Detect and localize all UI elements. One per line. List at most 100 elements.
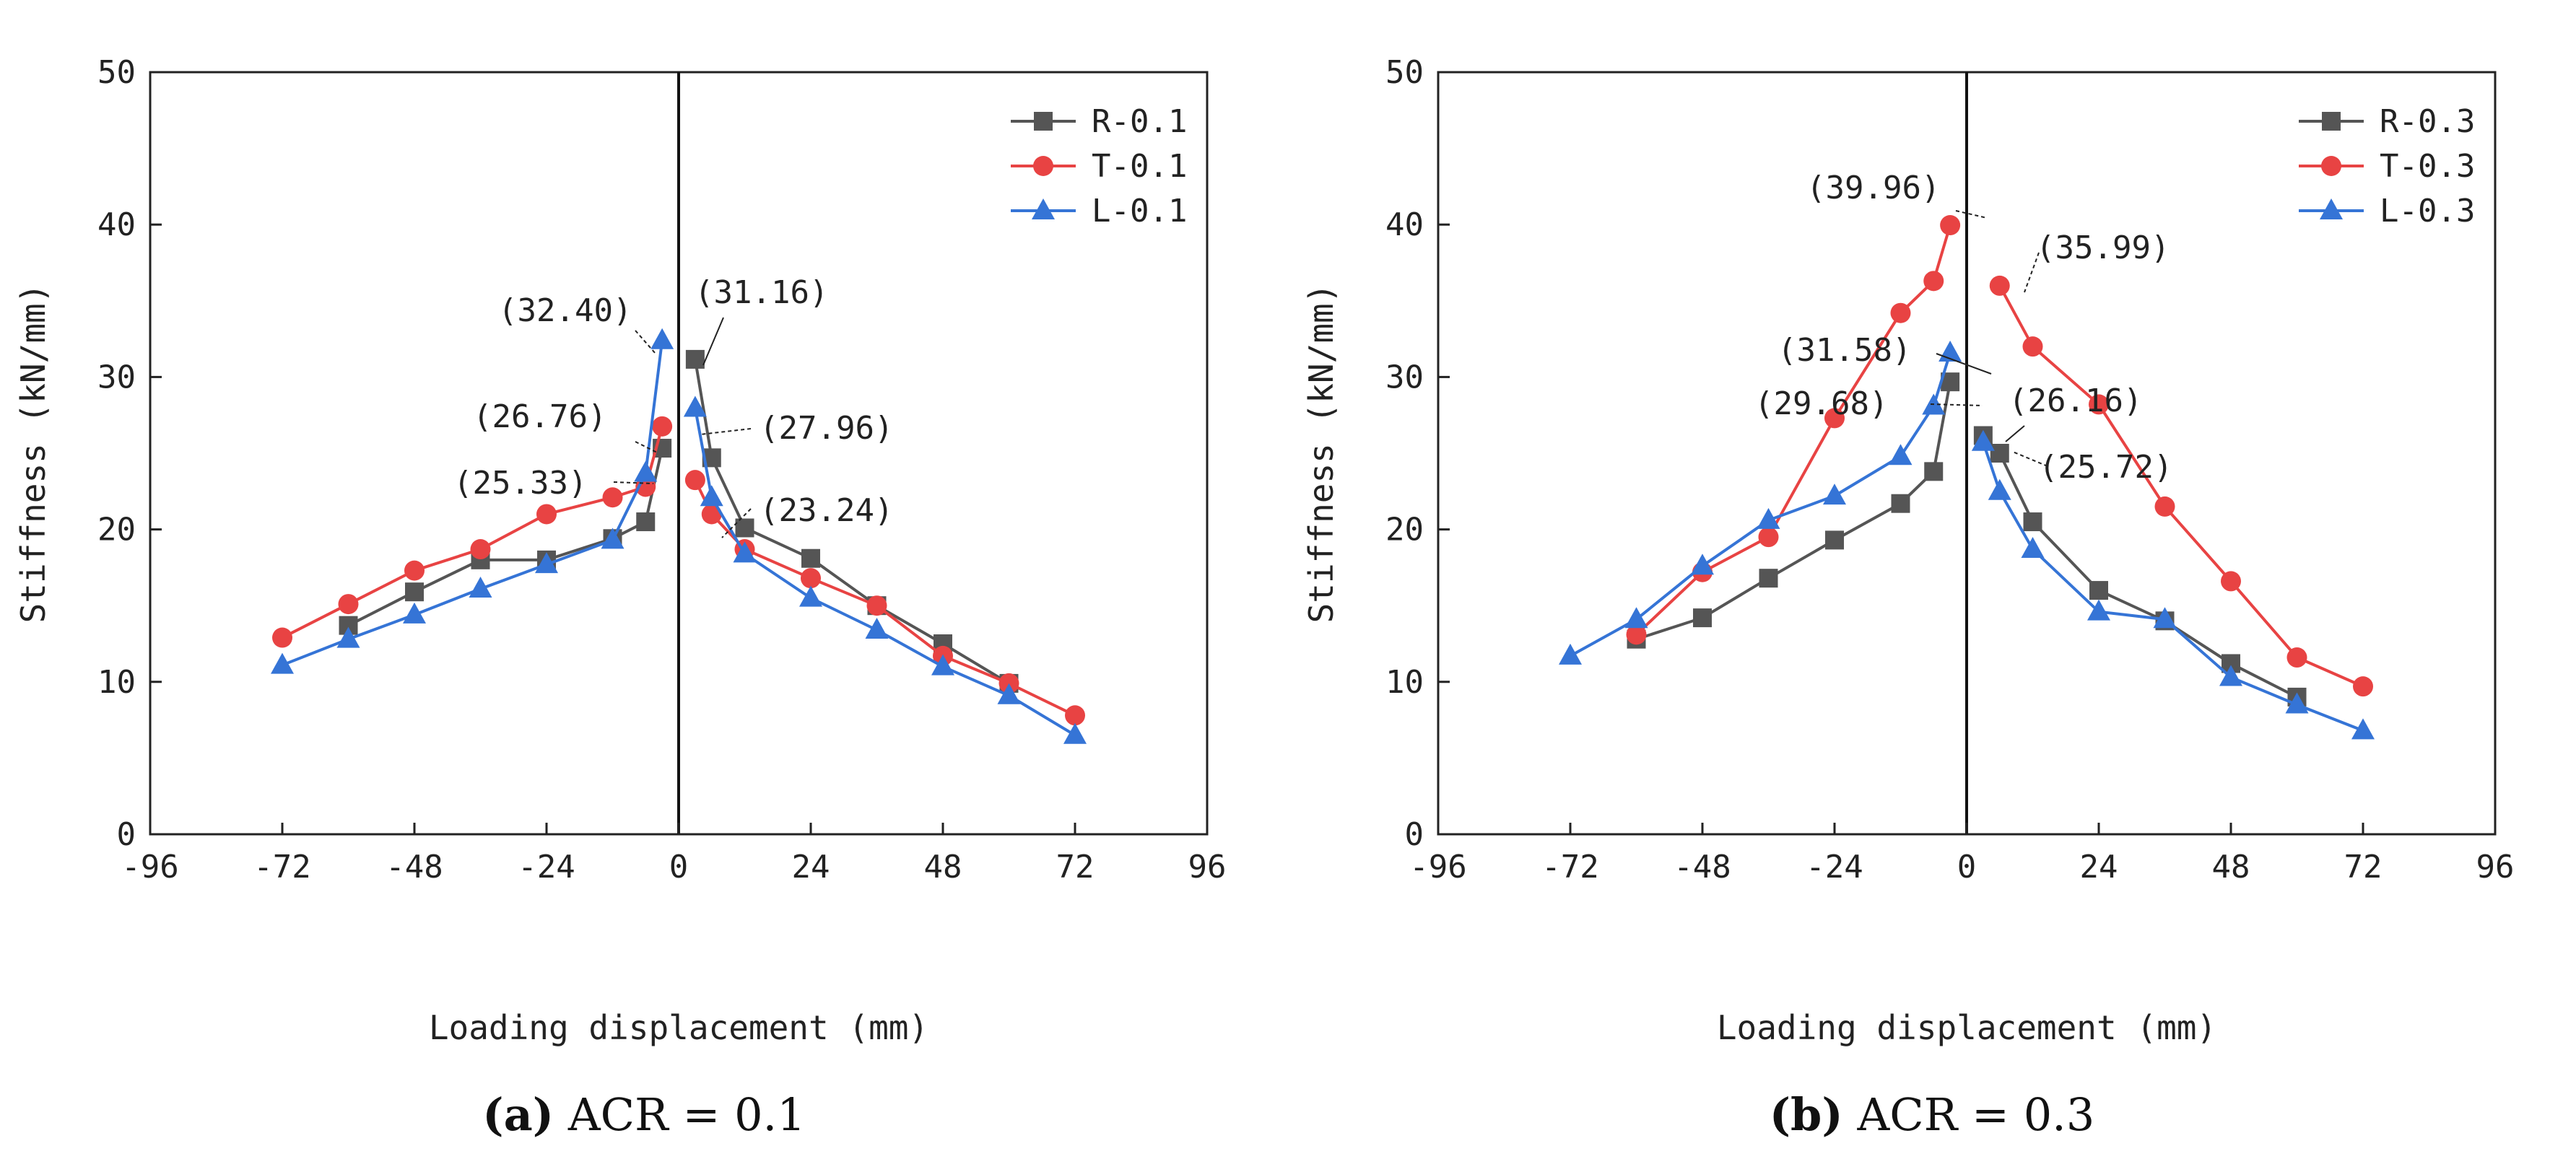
data-point xyxy=(1889,444,1913,465)
series-line xyxy=(1998,284,2364,688)
data-point xyxy=(536,504,557,525)
annotation-label: (39.96) xyxy=(1806,170,1940,206)
x-tick-label: 48 xyxy=(2212,849,2250,885)
data-point xyxy=(601,528,625,549)
data-point xyxy=(1758,527,1779,548)
chart-b-annotations: (39.96) (35.99) (31.58) (29.68) (26.16) … xyxy=(1754,170,2172,486)
annotation-label: (25.33) xyxy=(453,465,587,502)
data-point xyxy=(1034,112,1053,131)
data-point xyxy=(1971,429,1995,451)
y-tick-label: 10 xyxy=(1385,664,1424,701)
annotation-label: (25.72) xyxy=(2039,449,2172,486)
annotation-label: (23.24) xyxy=(760,492,893,529)
annotation-leader xyxy=(613,481,654,484)
x-tick-label: -96 xyxy=(1409,849,1466,885)
data-point xyxy=(1940,215,1961,236)
y-tick-label: 20 xyxy=(97,512,136,548)
annotation-label: (26.76) xyxy=(473,398,606,435)
data-point xyxy=(2153,607,2177,629)
data-point xyxy=(469,576,492,598)
annotation-label: (27.96) xyxy=(760,410,893,447)
annotation-leader xyxy=(2024,252,2040,293)
data-point xyxy=(2087,599,2110,621)
data-point xyxy=(700,485,723,507)
chart-panel-b: -96 -72 -48 -24 0 24 48 72 96 0 10 20 30 40 50 R-0.3 T-0… xyxy=(1288,0,2576,1172)
data-point xyxy=(636,512,656,532)
data-point xyxy=(931,654,954,675)
chart-a-annotations: (32.40) (31.16) (26.76) (27.96) (25.33) … xyxy=(453,274,893,538)
series-l-0.1 xyxy=(271,328,1087,744)
annotation-leader xyxy=(1936,353,1992,375)
data-point xyxy=(403,602,426,624)
data-point xyxy=(997,683,1021,704)
y-tick-label: 50 xyxy=(97,54,136,91)
y-tick-label: 0 xyxy=(117,816,136,853)
data-point xyxy=(733,541,757,563)
data-point xyxy=(1990,444,2009,463)
annotation-leader xyxy=(635,441,659,454)
x-tick-label: -48 xyxy=(386,849,443,885)
data-point xyxy=(2351,718,2375,740)
data-point xyxy=(2321,156,2341,176)
data-point xyxy=(1759,569,1778,588)
data-point xyxy=(801,548,820,568)
data-point xyxy=(2022,336,2043,357)
x-tick-label: 0 xyxy=(1957,849,1977,885)
legend-label: L-0.1 xyxy=(1092,193,1187,229)
data-point xyxy=(2089,581,2108,600)
data-point xyxy=(865,617,889,639)
annotation-leader xyxy=(2005,425,2025,442)
legend: R-0.3 T-0.3 L-0.3 xyxy=(2299,103,2475,229)
series-r-0.3 xyxy=(1627,372,2307,707)
x-tick-label: 72 xyxy=(2344,849,2383,885)
data-point xyxy=(650,328,674,349)
data-point xyxy=(1065,705,1085,726)
x-tick-label: 96 xyxy=(2476,849,2515,885)
series-l-0.3 xyxy=(1559,341,2375,740)
chart-a-svg: -96 -72 -48 -24 0 24 48 72 96 0 10 20 30 40 50 R-0.1 T-0… xyxy=(14,54,1226,1047)
legend-label: T-0.3 xyxy=(2380,148,2475,185)
series-line xyxy=(282,340,664,667)
x-tick-label: 48 xyxy=(924,849,962,885)
data-point xyxy=(2285,692,2309,714)
data-point xyxy=(470,539,491,560)
series-t-0.1 xyxy=(272,416,1085,726)
data-point xyxy=(535,552,558,574)
x-tick-label: 24 xyxy=(2080,849,2118,885)
data-point xyxy=(2021,537,2045,559)
chart-b-ylabel: Stiffness (kN/mm) xyxy=(1302,284,1341,624)
data-point xyxy=(336,626,360,648)
caption-b: (b) ACR = 0.3 xyxy=(1288,1088,2576,1141)
data-point xyxy=(404,560,425,581)
data-point xyxy=(866,595,887,616)
data-point xyxy=(1825,530,1844,550)
data-point xyxy=(271,652,294,674)
caption-a: (a) ACR = 0.1 xyxy=(0,1088,1288,1141)
data-point xyxy=(1691,554,1714,575)
annotation-leader xyxy=(700,428,752,435)
y-tick-label: 50 xyxy=(1385,54,1424,91)
legend-label: R-0.3 xyxy=(2380,103,2475,140)
annotation-label: (26.16) xyxy=(2009,382,2142,419)
data-point xyxy=(2089,394,2109,415)
data-point xyxy=(2286,647,2307,668)
y-tick-label: 30 xyxy=(97,359,136,395)
data-point xyxy=(1033,156,1053,176)
annotation-label: (31.58) xyxy=(1777,332,1911,369)
data-point xyxy=(1626,624,1647,645)
chart-a-xlabel: Loading displacement (mm) xyxy=(429,1008,928,1047)
data-point xyxy=(1824,408,1845,429)
caption-a-text: ACR = 0.1 xyxy=(567,1088,806,1141)
caption-b-label: (b) xyxy=(1769,1088,1843,1141)
legend-label: T-0.1 xyxy=(1092,148,1187,185)
chart-a-ylabel: Stiffness (kN/mm) xyxy=(14,284,53,624)
legend-label: L-0.3 xyxy=(2380,193,2475,229)
x-tick-label: -72 xyxy=(1541,849,1598,885)
data-point xyxy=(405,582,424,602)
data-point xyxy=(2221,571,2241,592)
data-point xyxy=(1757,507,1780,529)
x-tick-label: 72 xyxy=(1056,849,1095,885)
legend: R-0.1 T-0.1 L-0.1 xyxy=(1011,103,1187,229)
annotation-leader xyxy=(721,508,752,538)
data-point xyxy=(634,460,658,482)
